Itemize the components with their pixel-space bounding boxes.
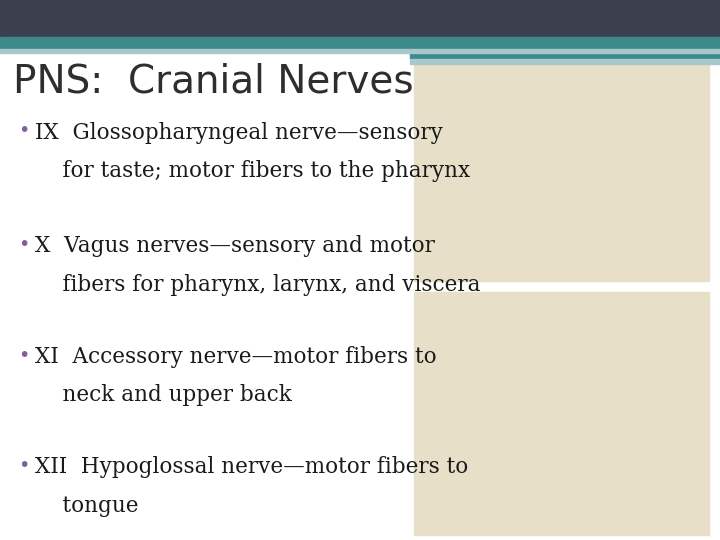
- Text: XI  Accessory nerve—motor fibers to: XI Accessory nerve—motor fibers to: [35, 346, 436, 368]
- Bar: [0, 49, 720, 53]
- Text: IX  Glossopharyngeal nerve—sensory: IX Glossopharyngeal nerve—sensory: [35, 122, 442, 144]
- Text: tongue: tongue: [35, 495, 138, 517]
- Bar: [414, 32, 709, 281]
- Bar: [410, 59, 720, 64]
- Text: •: •: [18, 235, 30, 254]
- Text: fibers for pharynx, larynx, and viscera: fibers for pharynx, larynx, and viscera: [35, 274, 480, 296]
- Text: for taste; motor fibers to the pharynx: for taste; motor fibers to the pharynx: [35, 160, 469, 183]
- Bar: [414, 292, 709, 535]
- Text: •: •: [18, 346, 30, 365]
- Text: neck and upper back: neck and upper back: [35, 384, 292, 407]
- Text: XII  Hypoglossal nerve—motor fibers to: XII Hypoglossal nerve—motor fibers to: [35, 456, 468, 478]
- Bar: [0, 0, 720, 37]
- Text: •: •: [18, 122, 30, 140]
- Bar: [0, 37, 720, 49]
- Text: X  Vagus nerves—sensory and motor: X Vagus nerves—sensory and motor: [35, 235, 434, 257]
- Bar: [410, 50, 720, 59]
- Text: •: •: [18, 456, 30, 475]
- Text: PNS:  Cranial Nerves: PNS: Cranial Nerves: [13, 63, 413, 100]
